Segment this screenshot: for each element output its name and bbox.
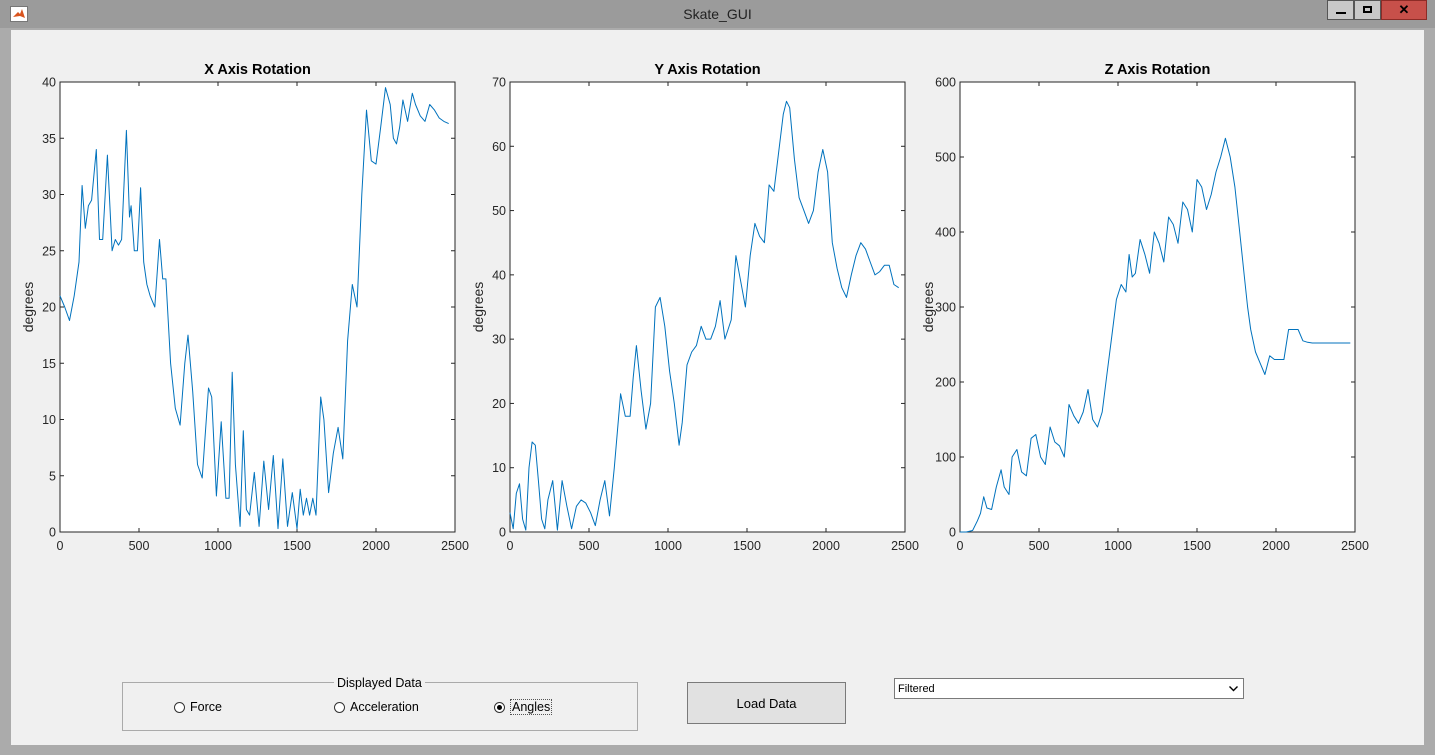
radio-force-circle[interactable] bbox=[174, 701, 185, 713]
xtick-label-y-4: 2000 bbox=[812, 539, 840, 553]
radio-angles-label: Angles bbox=[510, 699, 553, 715]
xtick-label-y-5: 2500 bbox=[891, 539, 919, 553]
axes-y[interactable] bbox=[509, 81, 906, 533]
ytick-label-y-2: 20 bbox=[492, 397, 506, 411]
series-line-y bbox=[509, 100, 899, 531]
minimize-button[interactable] bbox=[1327, 0, 1354, 20]
close-icon: ✕ bbox=[1398, 2, 1410, 17]
xtick-label-x-3: 1500 bbox=[283, 539, 311, 553]
radio-force[interactable]: Force bbox=[174, 699, 222, 715]
radio-angles[interactable]: Angles bbox=[494, 699, 553, 715]
xtick-label-y-3: 1500 bbox=[733, 539, 761, 553]
chevron-down-icon[interactable] bbox=[1226, 681, 1241, 696]
xtick-label-z-3: 1500 bbox=[1183, 539, 1211, 553]
ytick-label-z-6: 600 bbox=[935, 76, 956, 90]
ytick-label-z-1: 100 bbox=[935, 451, 956, 465]
ytick-label-x-6: 30 bbox=[42, 188, 56, 202]
displayed-data-title: Displayed Data bbox=[334, 676, 425, 690]
xtick-label-y-0: 0 bbox=[507, 539, 514, 553]
ytick-label-x-5: 25 bbox=[42, 244, 56, 258]
xtick-label-x-2: 1000 bbox=[204, 539, 232, 553]
ylabel-z: degrees bbox=[920, 282, 936, 333]
filter-dropdown[interactable]: Filtered bbox=[894, 678, 1244, 699]
ytick-label-x-2: 10 bbox=[42, 413, 56, 427]
xtick-label-x-5: 2500 bbox=[441, 539, 469, 553]
matlab-icon bbox=[10, 6, 28, 22]
axes-x[interactable] bbox=[59, 81, 456, 533]
title-bar[interactable]: Skate_GUI ✕ bbox=[0, 0, 1435, 28]
ytick-label-y-5: 50 bbox=[492, 204, 506, 218]
window-title: Skate_GUI bbox=[683, 6, 752, 22]
ytick-label-y-1: 10 bbox=[492, 461, 506, 475]
ytick-label-z-3: 300 bbox=[935, 301, 956, 315]
maximize-button[interactable] bbox=[1354, 0, 1381, 20]
ytick-label-x-7: 35 bbox=[42, 132, 56, 146]
xtick-label-x-0: 0 bbox=[57, 539, 64, 553]
radio-acceleration-circle[interactable] bbox=[334, 701, 345, 713]
ytick-label-z-0: 0 bbox=[949, 526, 956, 540]
radio-angles-circle[interactable] bbox=[494, 701, 505, 713]
window-bottom-edge bbox=[0, 745, 1435, 755]
ytick-label-z-5: 500 bbox=[935, 151, 956, 165]
chart-title-z: Z Axis Rotation bbox=[1105, 62, 1211, 78]
ytick-label-y-4: 40 bbox=[492, 268, 506, 282]
ylabel-x: degrees bbox=[20, 282, 36, 333]
ylabel-y: degrees bbox=[470, 282, 486, 333]
xtick-label-z-2: 1000 bbox=[1104, 539, 1132, 553]
radio-acceleration-label: Acceleration bbox=[350, 700, 419, 714]
ytick-label-y-3: 30 bbox=[492, 333, 506, 347]
xtick-label-z-4: 2000 bbox=[1262, 539, 1290, 553]
radio-force-label: Force bbox=[190, 700, 222, 714]
load-data-button[interactable]: Load Data bbox=[687, 682, 846, 724]
minimize-icon bbox=[1336, 12, 1346, 14]
xtick-label-z-0: 0 bbox=[957, 539, 964, 553]
chart-title-y: Y Axis Rotation bbox=[654, 62, 760, 78]
axes-z[interactable] bbox=[959, 81, 1356, 533]
ytick-label-x-4: 20 bbox=[42, 301, 56, 315]
maximize-icon bbox=[1363, 6, 1372, 13]
ytick-label-x-8: 40 bbox=[42, 76, 56, 90]
ytick-label-z-2: 200 bbox=[935, 376, 956, 390]
ytick-label-y-7: 70 bbox=[492, 76, 506, 90]
xtick-label-z-1: 500 bbox=[1029, 539, 1050, 553]
series-line-z bbox=[960, 137, 1351, 533]
chart-title-x: X Axis Rotation bbox=[204, 62, 311, 78]
filter-dropdown-value: Filtered bbox=[898, 683, 935, 695]
series-line-x bbox=[59, 87, 449, 530]
close-button[interactable]: ✕ bbox=[1381, 0, 1427, 20]
xtick-label-z-5: 2500 bbox=[1341, 539, 1369, 553]
ytick-label-x-1: 5 bbox=[49, 469, 56, 483]
radio-acceleration[interactable]: Acceleration bbox=[334, 699, 419, 715]
xtick-label-x-4: 2000 bbox=[362, 539, 390, 553]
ytick-label-x-3: 15 bbox=[42, 357, 56, 371]
xtick-label-y-2: 1000 bbox=[654, 539, 682, 553]
ytick-label-x-0: 0 bbox=[49, 526, 56, 540]
ytick-label-y-0: 0 bbox=[499, 526, 506, 540]
xtick-label-y-1: 500 bbox=[579, 539, 600, 553]
ytick-label-z-4: 400 bbox=[935, 226, 956, 240]
ytick-label-y-6: 60 bbox=[492, 140, 506, 154]
xtick-label-x-1: 500 bbox=[129, 539, 150, 553]
